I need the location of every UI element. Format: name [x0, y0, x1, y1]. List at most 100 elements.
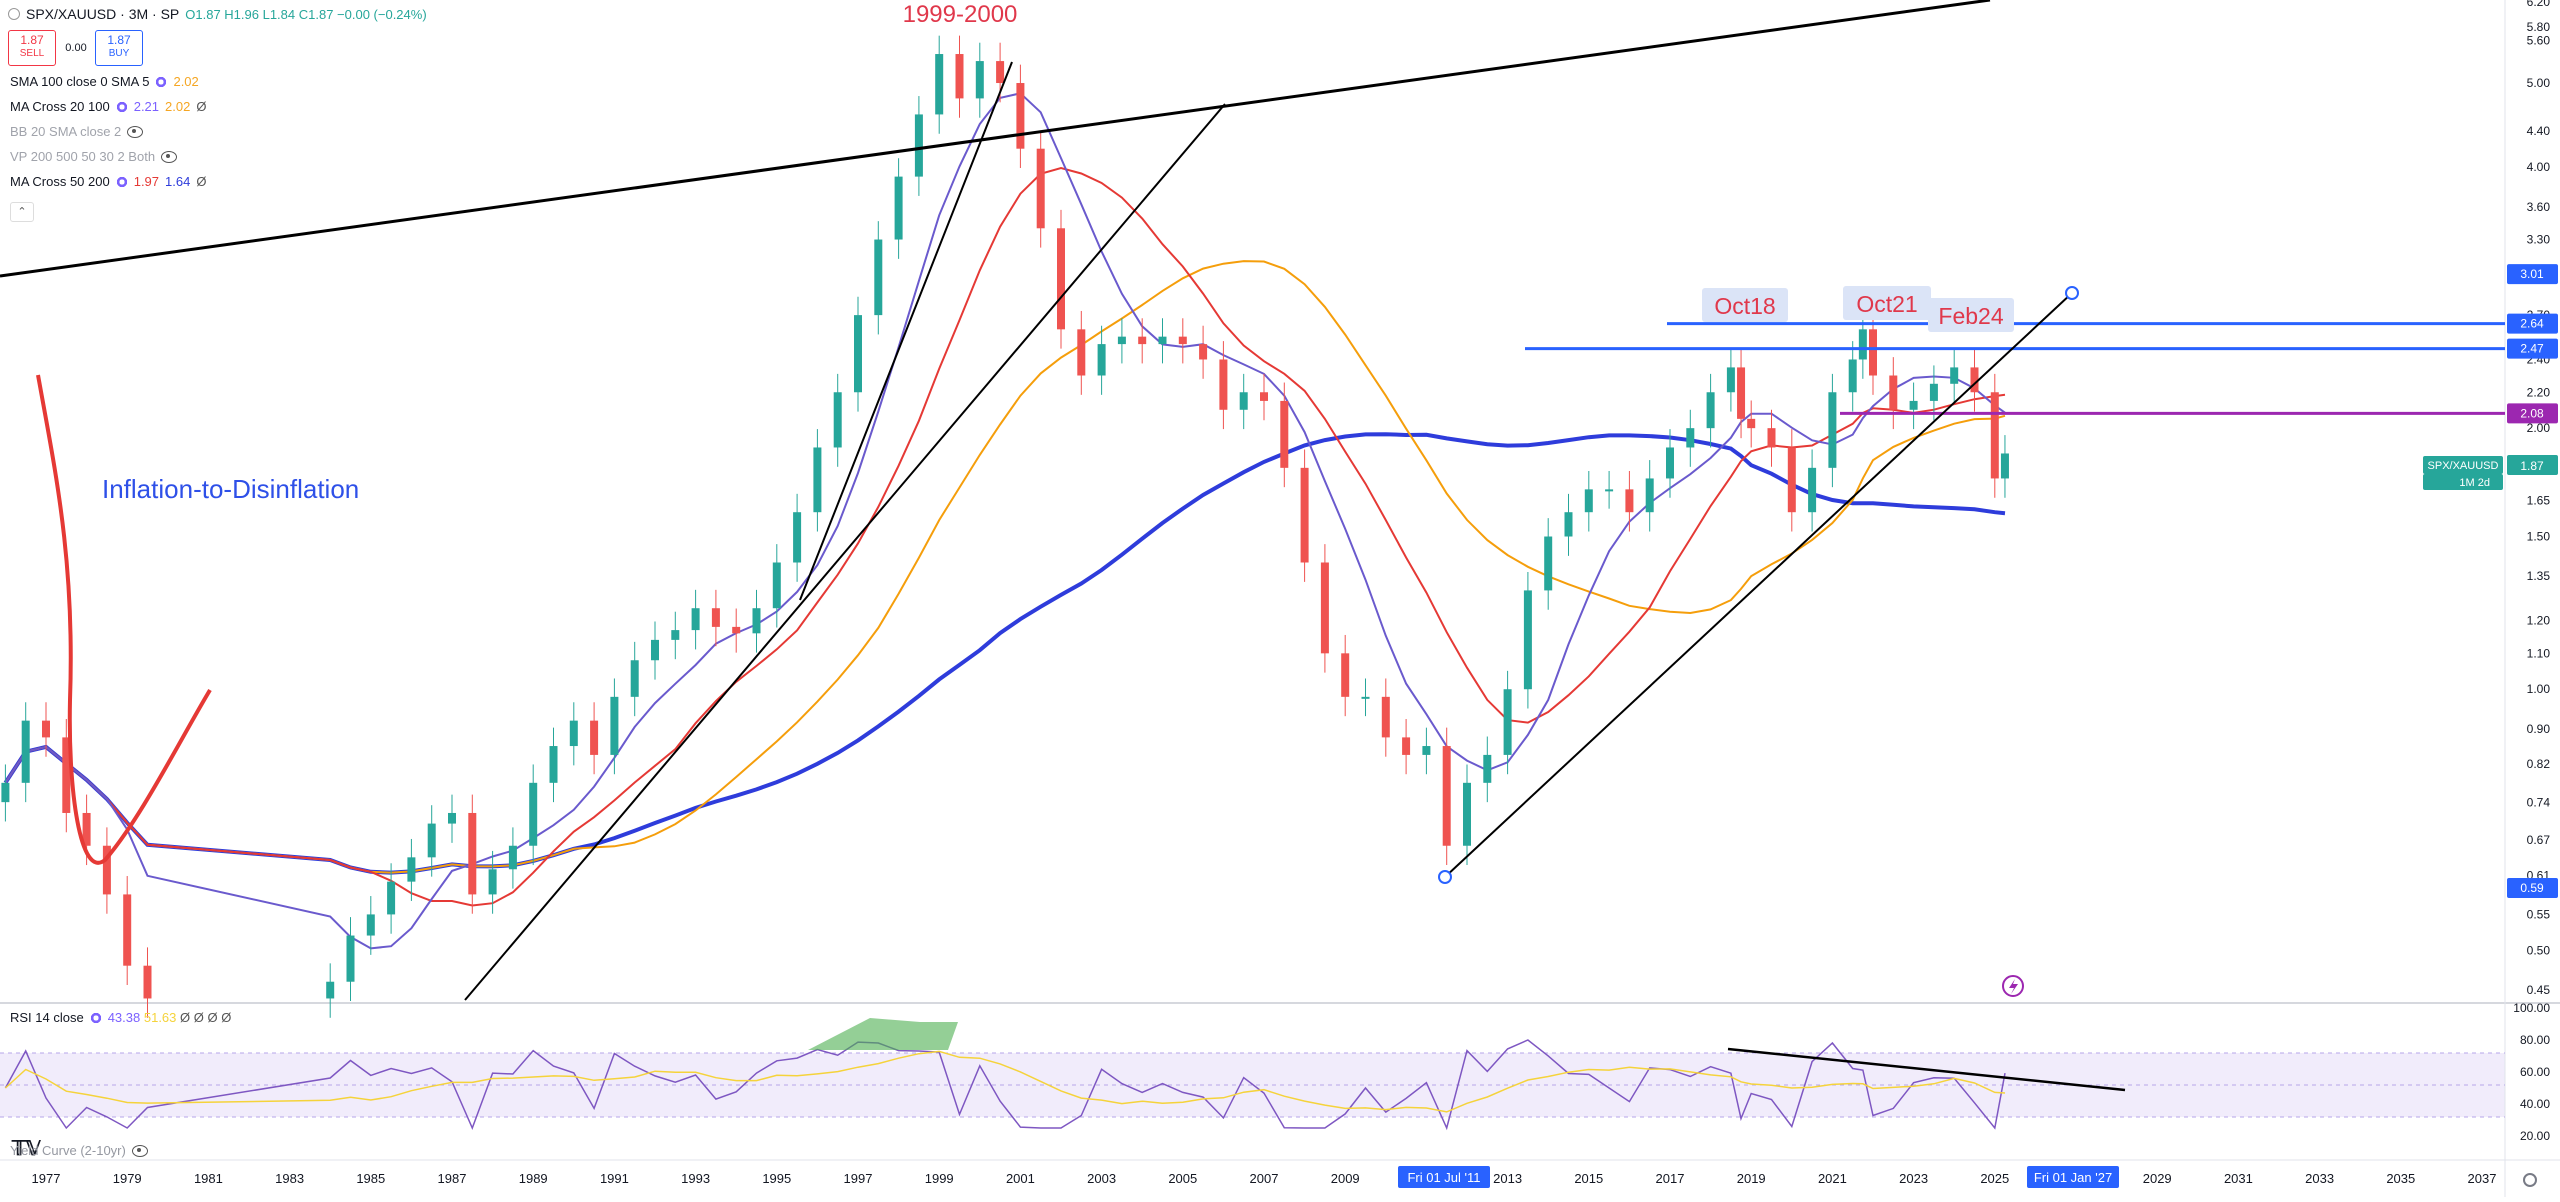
candle-body[interactable]	[1929, 383, 1938, 401]
indicator-label[interactable]: MA Cross 20 100	[10, 99, 110, 114]
candle-body[interactable]	[651, 639, 659, 661]
candle-body[interactable]	[711, 608, 720, 627]
candle-body[interactable]	[854, 315, 862, 393]
candle-body[interactable]	[407, 857, 416, 882]
indicator-row[interactable]: MA Cross 20 100 2.21 2.02 Ø	[10, 99, 206, 114]
candle-body[interactable]	[671, 630, 680, 640]
candle-body[interactable]	[123, 894, 132, 966]
candle-body[interactable]	[894, 176, 903, 240]
candle-body[interactable]	[488, 869, 497, 895]
price-axis[interactable]: 6.205.805.605.004.404.003.603.303.002.70…	[2507, 0, 2558, 997]
candle-body[interactable]	[1280, 400, 1289, 468]
indicator-label[interactable]: MA Cross 50 200	[10, 174, 110, 189]
yield-label[interactable]: Yield Curve (2-10yr)	[10, 1143, 126, 1158]
candle-body[interactable]	[1463, 782, 1471, 846]
candle-body[interactable]	[1645, 478, 1654, 513]
eye-hidden-icon[interactable]	[131, 1144, 148, 1157]
candle-body[interactable]	[1686, 428, 1695, 448]
candle-body[interactable]	[1747, 418, 1756, 429]
rsi-legend[interactable]: RSI 14 close 43.38 51.63 Ø Ø Ø Ø	[10, 1010, 231, 1025]
eye-hidden-icon[interactable]	[161, 150, 178, 163]
candle-body[interactable]	[1097, 344, 1106, 376]
time-axis[interactable]: 1977 1979 1981 1983 1985 1987 1989 1991 1993 1995…	[32, 1171, 2497, 1186]
candle-body[interactable]	[2000, 453, 2009, 479]
candle-body[interactable]	[1808, 467, 1817, 513]
rsi-label[interactable]: RSI 14 close	[10, 1010, 84, 1025]
candle-body[interactable]	[1341, 653, 1350, 697]
candle-body[interactable]	[1320, 562, 1329, 654]
candle-body[interactable]	[1950, 367, 1959, 384]
candle-body[interactable]	[793, 512, 802, 563]
candle-body[interactable]	[1381, 696, 1390, 738]
candle-body[interactable]	[102, 845, 111, 895]
candle-body[interactable]	[1422, 746, 1431, 755]
drawings[interactable]	[0, 0, 2505, 1001]
candle-body[interactable]	[1848, 359, 1857, 393]
candle-body[interactable]	[326, 981, 335, 999]
candle-body[interactable]	[346, 935, 355, 982]
uptrend-line-2011[interactable]	[1444, 292, 2073, 878]
candle-body[interactable]	[1909, 400, 1918, 410]
candle-body[interactable]	[610, 696, 619, 755]
candle-body[interactable]	[1523, 590, 1532, 690]
freehand-curve[interactable]	[36, 374, 212, 865]
candle-body[interactable]	[1726, 367, 1735, 393]
candle-body[interactable]	[975, 61, 984, 99]
candle-body[interactable]	[1219, 359, 1228, 410]
candle-body[interactable]	[62, 737, 71, 813]
candle-body[interactable]	[772, 562, 781, 609]
candle-body[interactable]	[1, 782, 10, 803]
candle-body[interactable]	[1970, 367, 1979, 393]
buy-button[interactable]: 1.87 BUY	[95, 30, 143, 66]
candle-body[interactable]	[590, 720, 599, 755]
settings-icon[interactable]	[155, 75, 168, 88]
lightning-icon[interactable]	[2002, 975, 2024, 997]
candle-body[interactable]	[691, 608, 700, 631]
candle-body[interactable]	[1990, 392, 1999, 479]
candle-body[interactable]	[468, 812, 477, 895]
candle-body[interactable]	[1858, 329, 1867, 360]
candle-body[interactable]	[935, 54, 944, 115]
candle-body[interactable]	[1503, 689, 1512, 755]
settings-icon[interactable]	[115, 175, 128, 188]
collapse-legend-button[interactable]: ⌃	[10, 202, 34, 222]
candle-body[interactable]	[21, 720, 30, 783]
candle-body[interactable]	[1199, 344, 1208, 360]
rsi-settings-icon[interactable]	[89, 1011, 102, 1024]
candle-body[interactable]	[1138, 336, 1147, 345]
tradingview-logo-icon[interactable]: 𝕋𝕍	[11, 1138, 41, 1160]
annotation-feb24[interactable]: Feb24	[1938, 303, 2003, 329]
candle-body[interactable]	[1869, 329, 1877, 376]
candle-body[interactable]	[1706, 392, 1715, 429]
candle-body[interactable]	[1117, 336, 1126, 345]
candle-body[interactable]	[529, 782, 538, 846]
candle-body[interactable]	[955, 54, 964, 99]
candle-body[interactable]	[1077, 329, 1086, 376]
candle-body[interactable]	[1889, 375, 1898, 410]
settings-gear-icon[interactable]	[2523, 1173, 2537, 1187]
candle-body[interactable]	[82, 812, 91, 846]
candle-body[interactable]	[752, 608, 761, 634]
candle-body[interactable]	[1564, 512, 1573, 537]
candle-body[interactable]	[1605, 489, 1614, 492]
symbol-row[interactable]: SPX/XAUUSD · 3M · SP O1.87 H1.96 L1.84 C…	[8, 6, 427, 22]
candle-body[interactable]	[508, 845, 517, 870]
candle-body[interactable]	[813, 447, 822, 513]
candle-body[interactable]	[1666, 447, 1674, 479]
candle-body[interactable]	[996, 61, 1005, 84]
main-pane[interactable]	[0, 0, 2505, 1003]
candle-body[interactable]	[1260, 392, 1268, 401]
candle-body[interactable]	[1544, 536, 1553, 591]
trend-line-1999[interactable]	[799, 61, 1013, 601]
annotation-oct18[interactable]: Oct18	[1714, 293, 1775, 319]
candle-body[interactable]	[448, 812, 456, 824]
settings-icon[interactable]	[115, 100, 128, 113]
candle-body[interactable]	[1442, 746, 1451, 846]
candle-body[interactable]	[1625, 489, 1634, 513]
candle-body[interactable]	[1239, 392, 1248, 410]
candle-body[interactable]	[42, 720, 50, 738]
candle-body[interactable]	[1787, 447, 1796, 513]
candle-body[interactable]	[874, 239, 883, 316]
